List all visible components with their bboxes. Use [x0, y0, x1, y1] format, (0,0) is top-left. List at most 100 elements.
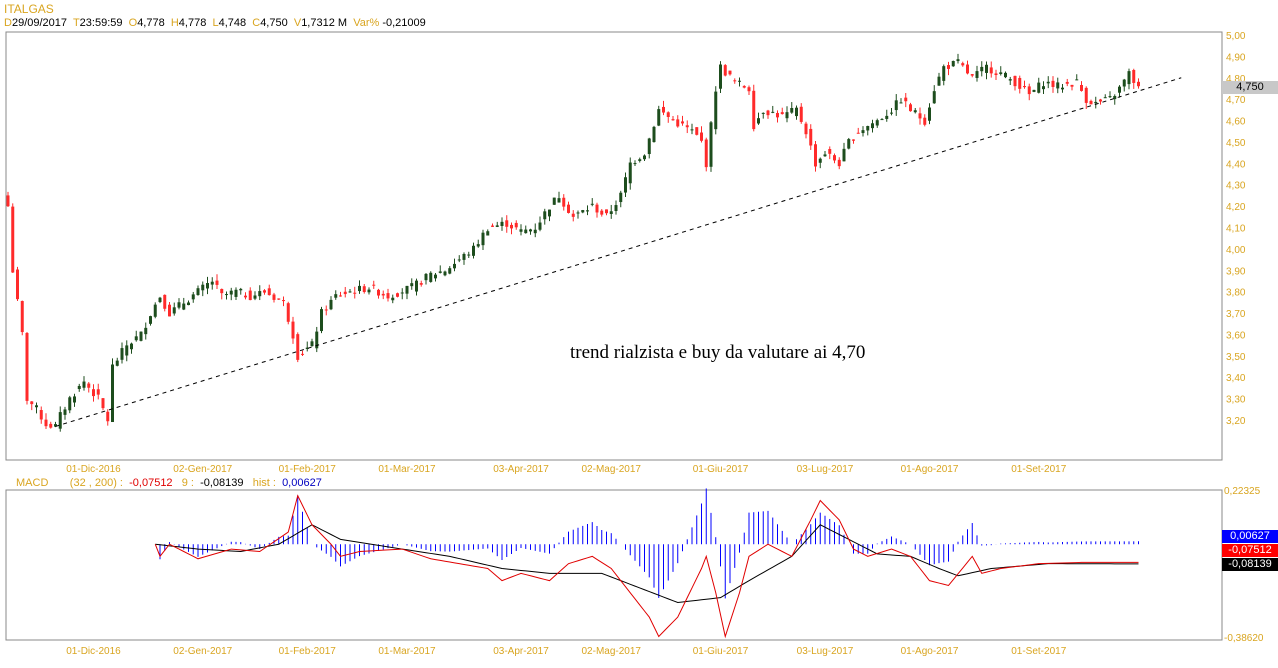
candle [1137, 78, 1140, 89]
candle [92, 384, 95, 402]
candle [909, 102, 912, 112]
candle [305, 341, 309, 352]
candle-body [87, 383, 91, 388]
candle-body [35, 405, 38, 408]
macd-y-tick-label: 0,22325 [1224, 486, 1261, 497]
candle-body [985, 64, 988, 73]
candle [196, 285, 200, 296]
candle [296, 332, 300, 363]
candle-body [994, 73, 998, 76]
y-tick-label: 4,70 [1226, 95, 1246, 106]
candle-body [258, 291, 262, 297]
x-tick-label: 01-Ago-2017 [901, 646, 959, 657]
candle-body [614, 205, 618, 212]
candle-body [1075, 79, 1079, 81]
candle-body [248, 290, 252, 301]
candle [25, 331, 29, 405]
candle-body [638, 159, 642, 161]
candle-body [448, 268, 452, 274]
y-tick-label: 4,50 [1226, 138, 1246, 149]
candle [609, 204, 613, 219]
candle-body [301, 353, 304, 355]
candle [201, 281, 205, 297]
candle [514, 220, 518, 230]
candle-body [757, 118, 760, 124]
candle-body [505, 220, 509, 227]
candle [419, 280, 423, 287]
candle-body [263, 290, 266, 293]
candle [82, 376, 86, 391]
candle [828, 146, 832, 160]
candle [647, 137, 651, 159]
candle-body [989, 67, 993, 74]
candle-body [685, 125, 689, 128]
candle [16, 266, 19, 301]
candle [980, 61, 984, 77]
candle-body [790, 108, 794, 113]
candle [571, 210, 575, 222]
x-tick-label: 01-Set-2017 [1011, 646, 1066, 657]
candle [443, 270, 447, 277]
candle-body [538, 222, 542, 230]
candle [790, 102, 794, 114]
candle [595, 202, 599, 218]
candle-body [82, 381, 86, 388]
candle [301, 350, 304, 357]
candle [837, 157, 841, 170]
y-tick-label: 3,60 [1226, 330, 1246, 341]
var-value: -0,21009 [382, 17, 426, 29]
candle [538, 216, 542, 232]
candle-body [277, 298, 281, 300]
candle-body [1099, 99, 1102, 102]
candle-body [885, 115, 889, 119]
candle [462, 252, 466, 265]
y-tick-label: 3,50 [1226, 352, 1246, 363]
x-tick-label: 02-Gen-2017 [173, 646, 232, 657]
candle-body [529, 229, 532, 232]
low-value: 4,748 [218, 17, 247, 29]
candle [994, 69, 998, 80]
candle-body [158, 297, 162, 303]
candle [106, 409, 110, 426]
y-tick-label: 4,10 [1226, 224, 1246, 235]
candle [1023, 80, 1026, 89]
candle [847, 137, 851, 150]
candle [852, 139, 855, 144]
candle-body [590, 203, 594, 205]
candle [168, 302, 171, 317]
candle-body [367, 289, 371, 293]
candle [1122, 78, 1126, 92]
candle-body [719, 64, 722, 89]
candle-body [1108, 96, 1112, 98]
candle [761, 112, 765, 119]
candle [956, 53, 960, 64]
candle [377, 288, 380, 299]
candle [681, 115, 684, 126]
candle-body [153, 304, 157, 317]
time-value: 23:59:59 [79, 17, 123, 29]
candle [885, 109, 889, 122]
candle [890, 107, 893, 116]
candle [814, 141, 817, 172]
candle-body [643, 155, 646, 160]
candle-body [1132, 70, 1136, 83]
candle-body [899, 102, 903, 104]
candle-body [77, 385, 81, 390]
candle-body [1027, 86, 1031, 95]
candle [543, 208, 547, 225]
candle [96, 383, 100, 400]
candle-body [92, 389, 95, 397]
candle-body [514, 222, 518, 228]
var-label: Var% [353, 17, 380, 29]
candle-body [552, 197, 556, 205]
candle-body [1018, 77, 1022, 89]
candle-body [25, 332, 29, 401]
candle-body [381, 293, 385, 296]
candle [429, 271, 433, 283]
candle-body [239, 288, 243, 291]
candle [362, 284, 366, 294]
candle [1113, 94, 1117, 105]
candle-body [11, 206, 15, 273]
candle [258, 285, 262, 301]
